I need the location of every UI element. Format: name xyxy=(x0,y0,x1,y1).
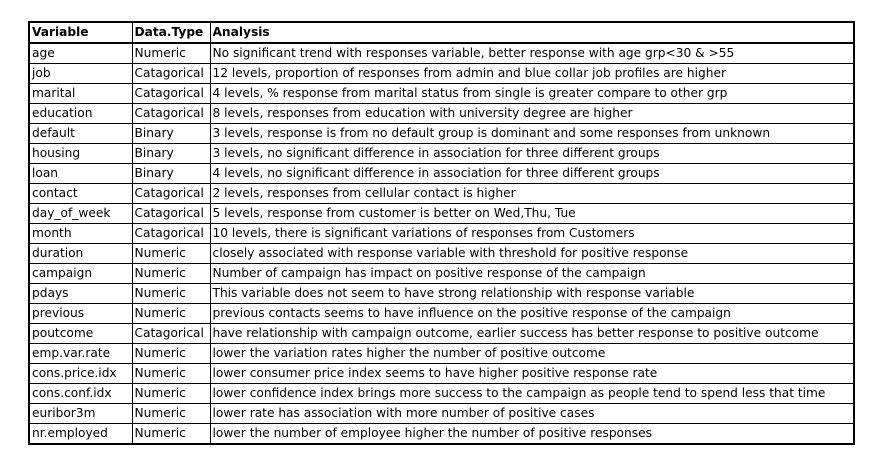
cell-data-type: Catagorical xyxy=(131,103,211,124)
table-row: campaign Numeric Number of campaign has im… xyxy=(28,263,855,284)
cell-variable: cons.conf.idx xyxy=(28,383,133,404)
table-row: emp.var.rate Numeric lower the variation r… xyxy=(28,343,855,364)
table-row: month Catagorical 10 levels, there is sign… xyxy=(28,223,855,244)
cell-variable: job xyxy=(28,63,133,84)
cell-variable: age xyxy=(28,42,133,64)
cell-analysis: lower rate has association with more num… xyxy=(209,403,855,424)
table-row: day_of_week Catagorical 5 levels, response… xyxy=(28,203,855,224)
header-variable: Variable xyxy=(28,21,133,44)
cell-variable: loan xyxy=(28,163,133,184)
cell-variable: marital xyxy=(28,83,133,104)
cell-data-type: Catagorical xyxy=(131,203,211,224)
cell-variable: previous xyxy=(28,303,133,324)
cell-variable: nr.employed xyxy=(28,423,133,445)
cell-data-type: Numeric xyxy=(131,423,211,445)
cell-analysis: Number of campaign has impact on positiv… xyxy=(209,263,855,284)
table-row: euribor3m Numeric lower rate has associati… xyxy=(28,403,855,424)
cell-analysis: 3 levels, no significant difference in a… xyxy=(209,143,855,164)
cell-variable: default xyxy=(28,123,133,144)
cell-analysis: closely associated with response variabl… xyxy=(209,243,855,264)
header-analysis: Analysis xyxy=(209,21,855,44)
table-row: loan Binary 4 levels, no significant diffe… xyxy=(28,163,855,184)
cell-analysis: 8 levels, responses from education with … xyxy=(209,103,855,124)
cell-analysis: No significant trend with responses vari… xyxy=(209,42,855,64)
cell-data-type: Catagorical xyxy=(131,83,211,104)
table-row: education Catagorical 8 levels, responses … xyxy=(28,103,855,124)
table-row: marital Catagorical 4 levels, % response f… xyxy=(28,83,855,104)
table-row: age Numeric No significant trend with resp… xyxy=(28,42,855,64)
table-row: poutcome Catagorical have relationship wit… xyxy=(28,323,855,344)
table-row: cons.conf.idx Numeric lower confidence ind… xyxy=(28,383,855,404)
cell-data-type: Binary xyxy=(131,123,211,144)
cell-data-type: Catagorical xyxy=(131,183,211,204)
table-row: cons.price.idx Numeric lower consumer pric… xyxy=(28,363,855,384)
table-body: age Numeric No significant trend with resp… xyxy=(28,42,855,445)
cell-analysis: have relationship with campaign outcome,… xyxy=(209,323,855,344)
cell-analysis: previous contacts seems to have influenc… xyxy=(209,303,855,324)
cell-analysis: 4 levels, no significant difference in a… xyxy=(209,163,855,184)
cell-variable: euribor3m xyxy=(28,403,133,424)
cell-variable: emp.var.rate xyxy=(28,343,133,364)
table-header-row: Variable Data.Type Analysis xyxy=(28,21,855,44)
cell-data-type: Numeric xyxy=(131,343,211,364)
cell-variable: day_of_week xyxy=(28,203,133,224)
table-row: duration Numeric closely associated with r… xyxy=(28,243,855,264)
cell-analysis: lower confidence index brings more succe… xyxy=(209,383,855,404)
cell-data-type: Numeric xyxy=(131,303,211,324)
cell-analysis: 4 levels, % response from marital status… xyxy=(209,83,855,104)
cell-analysis: 5 levels, response from customer is bett… xyxy=(209,203,855,224)
cell-analysis: 12 levels, proportion of responses from … xyxy=(209,63,855,84)
cell-data-type: Catagorical xyxy=(131,323,211,344)
cell-variable: education xyxy=(28,103,133,124)
table-row: nr.employed Numeric lower the number of em… xyxy=(28,423,855,445)
cell-analysis: This variable does not seem to have stro… xyxy=(209,283,855,304)
cell-data-type: Catagorical xyxy=(131,223,211,244)
cell-analysis: lower the number of employee higher the … xyxy=(209,423,855,445)
cell-data-type: Numeric xyxy=(131,283,211,304)
table-row: job Catagorical 12 levels, proportion of r… xyxy=(28,63,855,84)
cell-data-type: Catagorical xyxy=(131,63,211,84)
cell-data-type: Binary xyxy=(131,163,211,184)
cell-analysis: 3 levels, response is from no default gr… xyxy=(209,123,855,144)
cell-data-type: Numeric xyxy=(131,403,211,424)
variable-analysis-table: Variable Data.Type Analysis age Numeric No… xyxy=(28,21,855,445)
cell-data-type: Numeric xyxy=(131,243,211,264)
cell-variable: pdays xyxy=(28,283,133,304)
cell-data-type: Numeric xyxy=(131,263,211,284)
cell-variable: poutcome xyxy=(28,323,133,344)
cell-variable: housing xyxy=(28,143,133,164)
table-row: default Binary 3 levels, response is from … xyxy=(28,123,855,144)
cell-variable: cons.price.idx xyxy=(28,363,133,384)
cell-variable: duration xyxy=(28,243,133,264)
cell-analysis: lower the variation rates higher the num… xyxy=(209,343,855,364)
cell-analysis: lower consumer price index seems to have… xyxy=(209,363,855,384)
table-row: previous Numeric previous contacts seems t… xyxy=(28,303,855,324)
cell-variable: campaign xyxy=(28,263,133,284)
cell-variable: contact xyxy=(28,183,133,204)
cell-analysis: 10 levels, there is significant variatio… xyxy=(209,223,855,244)
cell-data-type: Numeric xyxy=(131,383,211,404)
table-row: pdays Numeric This variable does not seem … xyxy=(28,283,855,304)
cell-variable: month xyxy=(28,223,133,244)
cell-data-type: Numeric xyxy=(131,42,211,64)
header-data-type: Data.Type xyxy=(131,21,211,44)
table-row: contact Catagorical 2 levels, responses fr… xyxy=(28,183,855,204)
table-row: housing Binary 3 levels, no significant di… xyxy=(28,143,855,164)
cell-data-type: Binary xyxy=(131,143,211,164)
cell-analysis: 2 levels, responses from cellular contac… xyxy=(209,183,855,204)
cell-data-type: Numeric xyxy=(131,363,211,384)
